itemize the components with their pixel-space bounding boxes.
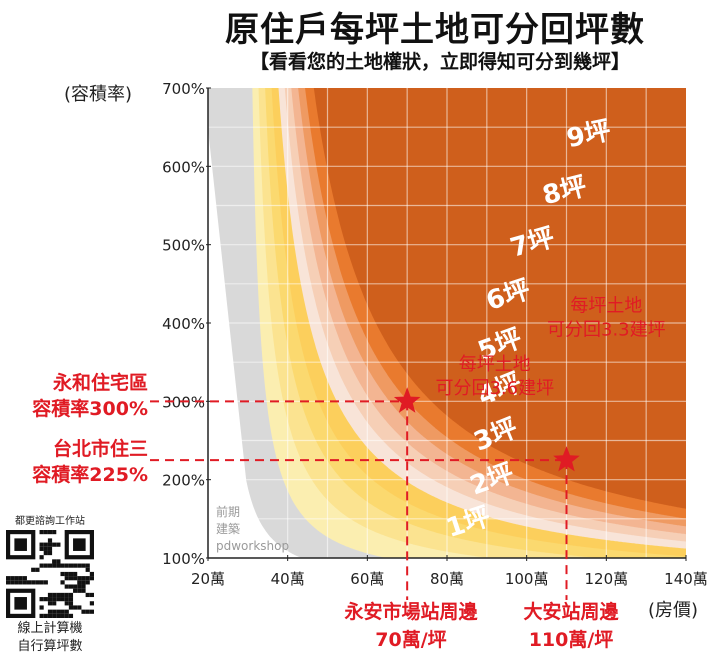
callout-yongan: 永安市場站周邊 70萬/坪 [326,598,496,654]
x-axis-label: (房價) [648,600,699,621]
x-tick-label: 120萬 [585,570,629,588]
y-tick-label: 600% [162,158,205,176]
y-tick-label: 200% [162,472,205,490]
callout-yonghe-line1: 永和住宅區 [52,372,148,394]
x-tick-label: 40萬 [271,570,305,588]
x-tick-label: 140萬 [664,570,708,588]
qr-code-icon[interactable] [6,530,94,618]
x-tick-label: 20萬 [191,570,225,588]
qr-caption: 都更諮詢工作站 [15,516,85,527]
qr-footer-1: 線上計算機 [17,621,83,636]
point-label-2-line-2: 可分回3.3建坪 [547,319,666,340]
y-tick-label: 400% [162,315,205,333]
chart-subtitle: 【看看您的土地權狀，立即得知可分到幾坪】 [249,51,630,73]
point-label-1-line-2: 可分回3.6建坪 [435,378,554,399]
qr-block: 都更諮詢工作站 線上計算機 自行算坪數 [6,512,94,656]
chart-title: 原住戶每坪土地可分回坪數 [225,10,645,50]
point-label-1-line-1: 每坪土地 [459,354,531,375]
callout-yonghe: 永和住宅區 容積率300% [2,370,148,422]
white-region [208,128,302,558]
x-tick-label: 100萬 [505,570,549,588]
callout-yongan-line1: 永安市場站周邊 [344,601,478,623]
watermark-line-3: pdworkshop [216,539,289,553]
star-marker-2 [553,446,580,472]
callout-taipei-line2: 容積率225% [32,464,148,486]
star-marker-1 [393,387,421,413]
callout-daan-line2: 110萬/坪 [528,629,614,651]
callout-yonghe-line2: 容積率300% [32,398,148,420]
callout-taipei: 台北市住三 容積率225% [2,436,148,488]
qr-footer-2: 自行算坪數 [17,639,83,654]
y-tick-label: 700% [162,80,205,98]
y-tick-label: 500% [162,237,205,255]
callout-daan: 大安站周邊 110萬/坪 [486,598,656,654]
watermark-line-2: 建築 [216,521,240,536]
point-label-2-line-1: 每坪土地 [570,295,642,316]
x-tick-label: 60萬 [350,570,384,588]
callout-daan-line1: 大安站周邊 [523,601,619,623]
watermark-line-1: 前期 [216,504,240,519]
y-axis-label: (容積率) [64,84,133,105]
callout-taipei-line1: 台北市住三 [52,438,148,460]
y-tick-label: 100% [162,550,205,568]
x-tick-label: 80萬 [430,570,464,588]
callout-yongan-line2: 70萬/坪 [375,629,447,651]
